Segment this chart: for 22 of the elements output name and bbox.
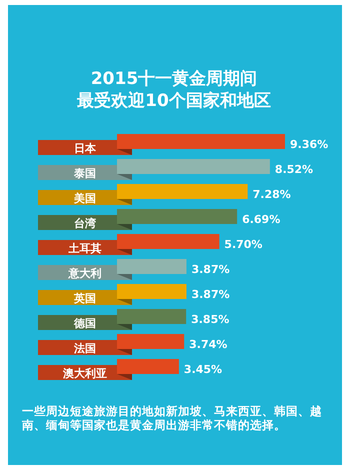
data-label: 3.85% xyxy=(191,313,230,326)
data-label: 9.36% xyxy=(290,138,328,151)
chart-title: 2015十一黄金周期间最受欢迎10个国家和地区 xyxy=(76,69,271,111)
y-tick-label: 德国 xyxy=(73,317,96,330)
data-label: 8.52% xyxy=(274,163,314,176)
y-tick-label: 土耳其 xyxy=(68,242,102,255)
y-tick-label: 澳大利亚 xyxy=(62,367,107,380)
y-tick-label: 台湾 xyxy=(74,217,97,230)
data-label: 3.87% xyxy=(191,263,230,276)
data-label: 3.45% xyxy=(184,363,222,376)
data-label: 5.70% xyxy=(224,238,262,251)
y-tick-label: 法国 xyxy=(73,342,96,355)
y-tick-label: 日本 xyxy=(74,142,97,155)
y-tick-label: 意大利 xyxy=(68,267,102,280)
data-label: 3.74% xyxy=(189,338,228,351)
y-tick-label: 美国 xyxy=(73,192,96,205)
text: 一些周边短途旅游目的地如新加坡、马来西亚、韩国、越南、缅甸等国家也是黄金周出游非常不错的选择。 xyxy=(21,404,322,432)
data-label: 6.69% xyxy=(242,213,280,226)
y-tick-label: 泰国 xyxy=(73,167,96,180)
data-label: 7.28% xyxy=(252,188,291,201)
y-tick-label: 英国 xyxy=(73,292,96,305)
data-label: 3.87% xyxy=(191,288,230,301)
